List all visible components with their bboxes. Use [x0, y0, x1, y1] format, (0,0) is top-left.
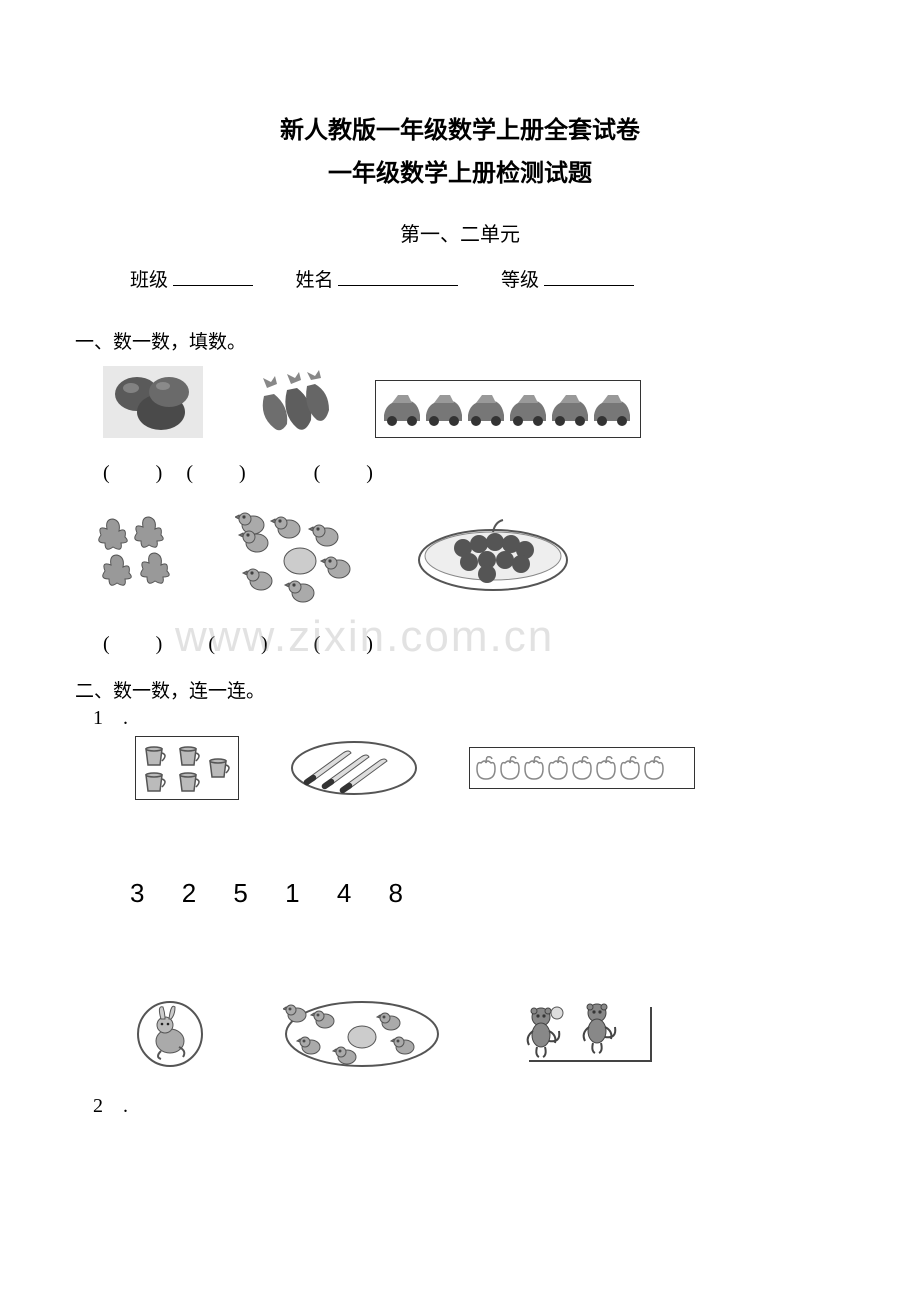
name-field: 姓名	[296, 265, 459, 292]
strawberries-image	[239, 366, 339, 438]
class-label: 班级	[130, 270, 168, 291]
name-underline	[338, 265, 458, 286]
paren-row-2: ( ) ( ) ( )	[103, 627, 845, 656]
paren-row-1: ( ) ( ) ( )	[103, 456, 845, 485]
chicks-image	[235, 505, 365, 605]
num-1: 1	[285, 878, 299, 909]
grade-field: 等级	[501, 265, 634, 292]
flowers-image	[93, 513, 187, 597]
sub-number-1: 1 .	[93, 701, 845, 730]
unit-label: 第一、二单元	[75, 218, 845, 247]
image-row-4	[135, 999, 845, 1069]
num-4: 4	[337, 878, 351, 909]
section2-heading: 二、数一数，连一连。	[75, 676, 845, 703]
number-row: 3 2 5 1 4 8	[130, 878, 845, 909]
apples-image	[469, 747, 695, 789]
num-5: 5	[233, 878, 247, 909]
cups-image	[135, 736, 239, 800]
plate-grapes-image	[413, 512, 573, 598]
grade-underline	[544, 265, 634, 286]
section1-heading: 一、数一数，填数。	[75, 327, 845, 354]
grade-label: 等级	[501, 270, 539, 291]
name-label: 姓名	[296, 270, 334, 291]
info-row: 班级 姓名 等级	[130, 265, 845, 292]
cars-image	[375, 380, 641, 438]
knives-image	[289, 739, 419, 797]
num-2: 2	[182, 878, 196, 909]
rabbit-image	[135, 999, 205, 1069]
class-field: 班级	[130, 265, 253, 292]
title-sub: 一年级数学上册检测试题	[75, 153, 845, 188]
image-row-2	[93, 505, 845, 605]
sub-number-2: 2 .	[93, 1089, 845, 1118]
olives-image	[103, 366, 203, 438]
image-row-1	[103, 366, 845, 438]
num-8: 8	[389, 878, 403, 909]
monkeys-image	[519, 999, 659, 1069]
class-underline	[173, 265, 253, 286]
image-row-3	[135, 736, 845, 800]
num-3: 3	[130, 878, 144, 909]
chicks-oval-image	[283, 999, 441, 1069]
title-main: 新人教版一年级数学上册全套试卷	[75, 110, 845, 145]
